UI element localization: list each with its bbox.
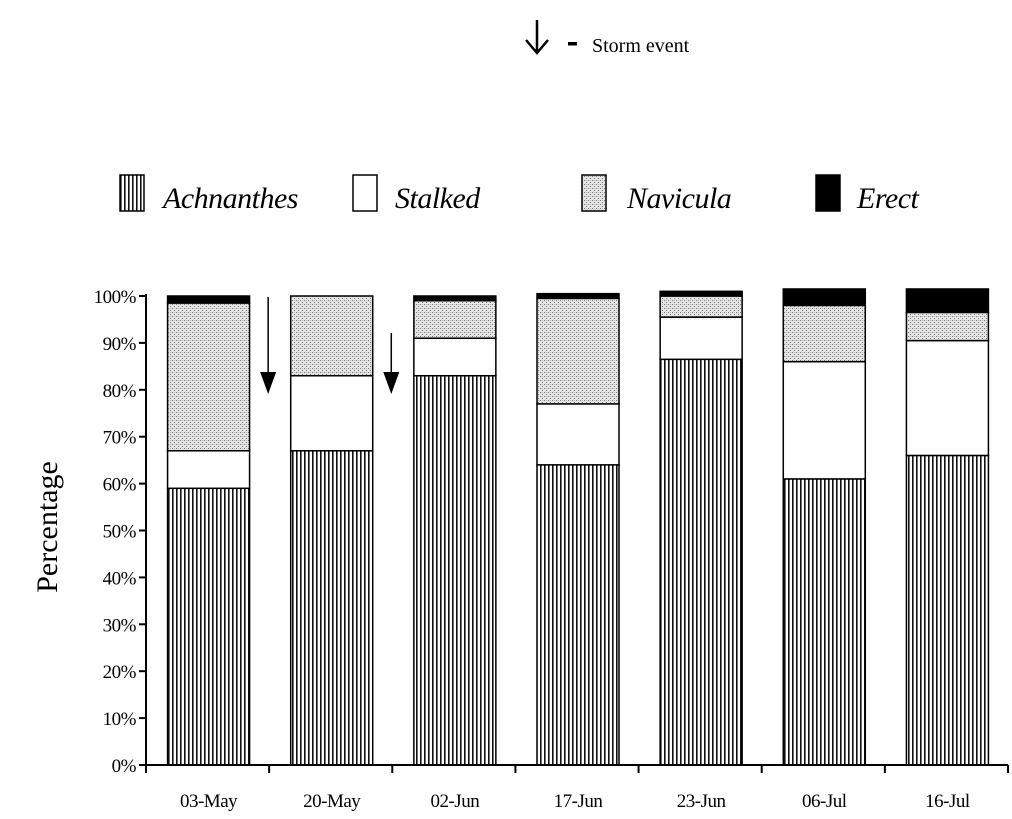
bar-segment-achnanthes-03-may (166, 487, 251, 766)
bar-segment-achnanthes-16-jul (905, 454, 990, 766)
legend-label: Achnanthes (161, 182, 298, 215)
legend-label: Erect (856, 182, 920, 215)
bar-segment-erect-17-jun (536, 292, 620, 300)
legend-item-achnanthes: Achnanthes (119, 174, 298, 215)
legend-label: Stalked (395, 182, 481, 215)
bar-segment-stalked-02-jun (413, 337, 497, 377)
x-tick-label: 02-Jun (430, 791, 480, 812)
legend-item-erect: Erect (815, 174, 920, 215)
bars (166, 288, 990, 766)
legend: Achnanthes Stalked Navicula Erect (119, 174, 920, 215)
bar-segment-achnanthes-23-jun (659, 358, 743, 766)
bar-segment-erect-16-jul (905, 288, 990, 314)
y-tick-label: 60% (103, 475, 137, 496)
bar-segment-stalked-06-jul (782, 360, 867, 480)
bar-segment-navicula-06-jul (782, 304, 867, 363)
bar-segment-navicula-02-jun (413, 299, 497, 339)
y-tick-label: 70% (103, 428, 137, 449)
y-tick-label: 0% (112, 756, 137, 777)
storm-arrow-icon (525, 20, 549, 55)
y-axis-label: Percentage (31, 461, 64, 593)
bar-segment-erect-06-jul (782, 288, 867, 307)
y-tick-label: 100% (94, 287, 137, 308)
legend-swatch (815, 174, 841, 212)
x-tick-label: 03-May (180, 791, 238, 812)
bar-segment-stalked-23-jun (659, 316, 743, 361)
legend-label: Navicula (626, 182, 731, 215)
storm-arrows (260, 297, 400, 394)
bar-segment-achnanthes-17-jun (536, 464, 620, 766)
bar-segment-erect-02-jun (413, 295, 497, 302)
bar-segment-navicula-17-jun (536, 297, 620, 405)
bar-segment-achnanthes-02-jun (413, 374, 497, 766)
axes: 0% 10% 20% 30% 40% 50% 60% 70% 80% 90% 100% 03-May 2… (94, 287, 1009, 812)
bar-segment-stalked-17-jun (536, 403, 620, 466)
y-tick-label: 80% (103, 381, 137, 402)
bar-segment-navicula-23-jun (659, 295, 743, 318)
x-tick-label: 23-Jun (677, 791, 727, 812)
legend-item-navicula: Navicula (581, 174, 732, 215)
y-tick-label: 30% (103, 615, 137, 636)
bar-segment-stalked-20-may (289, 374, 374, 452)
y-tick-label: 20% (103, 662, 137, 683)
bar-segment-navicula-03-may (166, 302, 251, 452)
bar-segment-erect-23-jun (659, 290, 743, 297)
storm-arrow-icon (383, 333, 400, 394)
y-tick-label: 10% (103, 709, 137, 730)
x-tick-label: 17-Jun (554, 791, 604, 812)
storm-arrow-icon (260, 297, 277, 394)
storm-legend: Storm event (525, 20, 690, 57)
bar-segment-navicula-20-may (289, 295, 374, 377)
legend-swatch (119, 174, 145, 212)
storm-legend-dash (568, 42, 577, 46)
legend-swatch (352, 174, 378, 212)
x-tick-label: 20-May (303, 791, 361, 812)
bar-segment-stalked-03-may (166, 450, 251, 490)
x-tick-label: 06-Jul (802, 791, 847, 812)
y-tick-label: 90% (103, 334, 137, 355)
bar-segment-achnanthes-20-may (289, 450, 374, 766)
y-tick-label: 40% (103, 568, 137, 589)
legend-swatch (581, 174, 607, 212)
bar-segment-stalked-16-jul (905, 339, 990, 457)
y-tick-label: 50% (103, 522, 137, 543)
legend-item-stalked: Stalked (352, 174, 482, 215)
storm-legend-label: Storm event (592, 35, 690, 57)
bar-segment-achnanthes-06-jul (782, 478, 867, 766)
bar-segment-navicula-16-jul (905, 311, 990, 342)
bar-segment-erect-03-may (166, 295, 251, 304)
x-tick-label: 16-Jul (925, 791, 970, 812)
